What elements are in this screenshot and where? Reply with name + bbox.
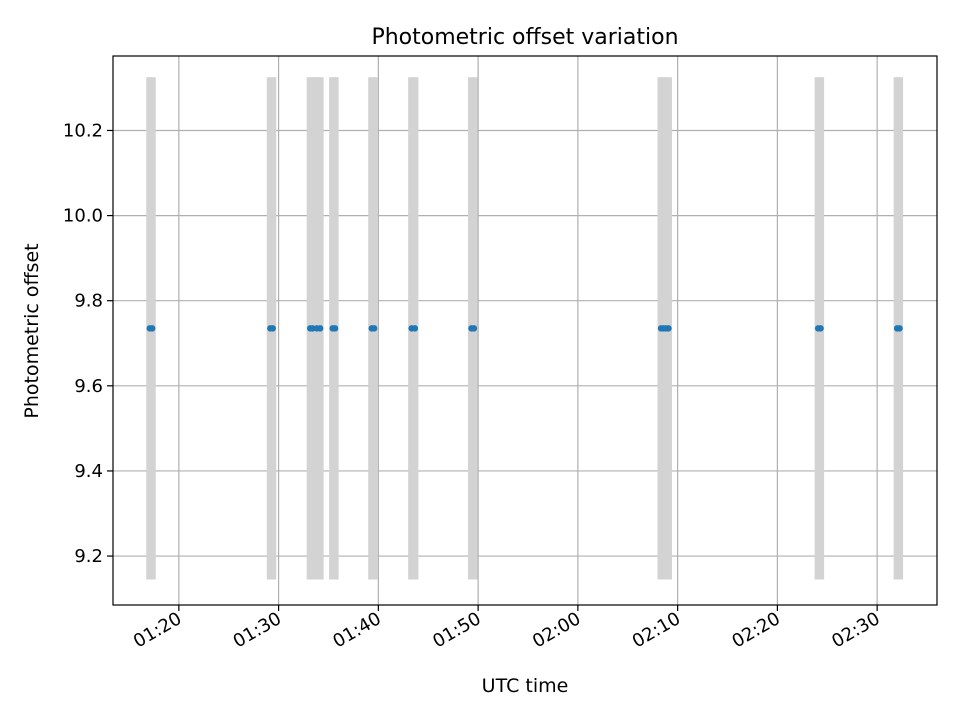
data-point <box>896 325 903 332</box>
y-tick-label: 9.8 <box>74 291 103 312</box>
data-points <box>146 325 903 332</box>
chart-title: Photometric offset variation <box>371 25 678 50</box>
x-tick-label: 01:20 <box>130 608 185 652</box>
y-axis-label: Photometric offset <box>21 243 43 418</box>
y-ticks: 9.2 9.4 9.6 9.8 10.0 10.2 <box>63 120 113 567</box>
error-bars <box>146 77 904 580</box>
data-point <box>149 325 156 332</box>
x-tick-label: 02:30 <box>828 608 883 652</box>
x-tick-label: 02:20 <box>728 608 783 652</box>
y-tick-label: 10.0 <box>63 206 103 227</box>
y-tick-label: 9.2 <box>74 546 103 567</box>
data-point <box>411 325 419 332</box>
x-tick-label: 02:00 <box>529 608 584 652</box>
x-axis-label: UTC time <box>482 675 569 697</box>
data-point <box>331 325 339 332</box>
data-point <box>470 325 478 332</box>
y-tick-label: 9.6 <box>74 376 103 397</box>
gridlines <box>113 56 937 605</box>
data-point <box>817 325 824 332</box>
x-tick-label: 01:30 <box>230 608 285 652</box>
data-point <box>665 325 672 332</box>
data-point <box>316 325 324 332</box>
y-tick-label: 9.4 <box>74 461 103 482</box>
x-tick-label: 01:40 <box>329 608 384 652</box>
x-ticks: 01:20 01:30 01:40 01:50 02:00 02:10 02:20 02:30 <box>130 605 884 652</box>
plot-frame <box>112 55 938 606</box>
y-tick-label: 10.2 <box>63 120 103 141</box>
data-point <box>269 325 276 332</box>
x-tick-label: 02:10 <box>629 608 684 652</box>
data-point <box>370 325 378 332</box>
x-tick-label: 01:50 <box>429 608 484 652</box>
